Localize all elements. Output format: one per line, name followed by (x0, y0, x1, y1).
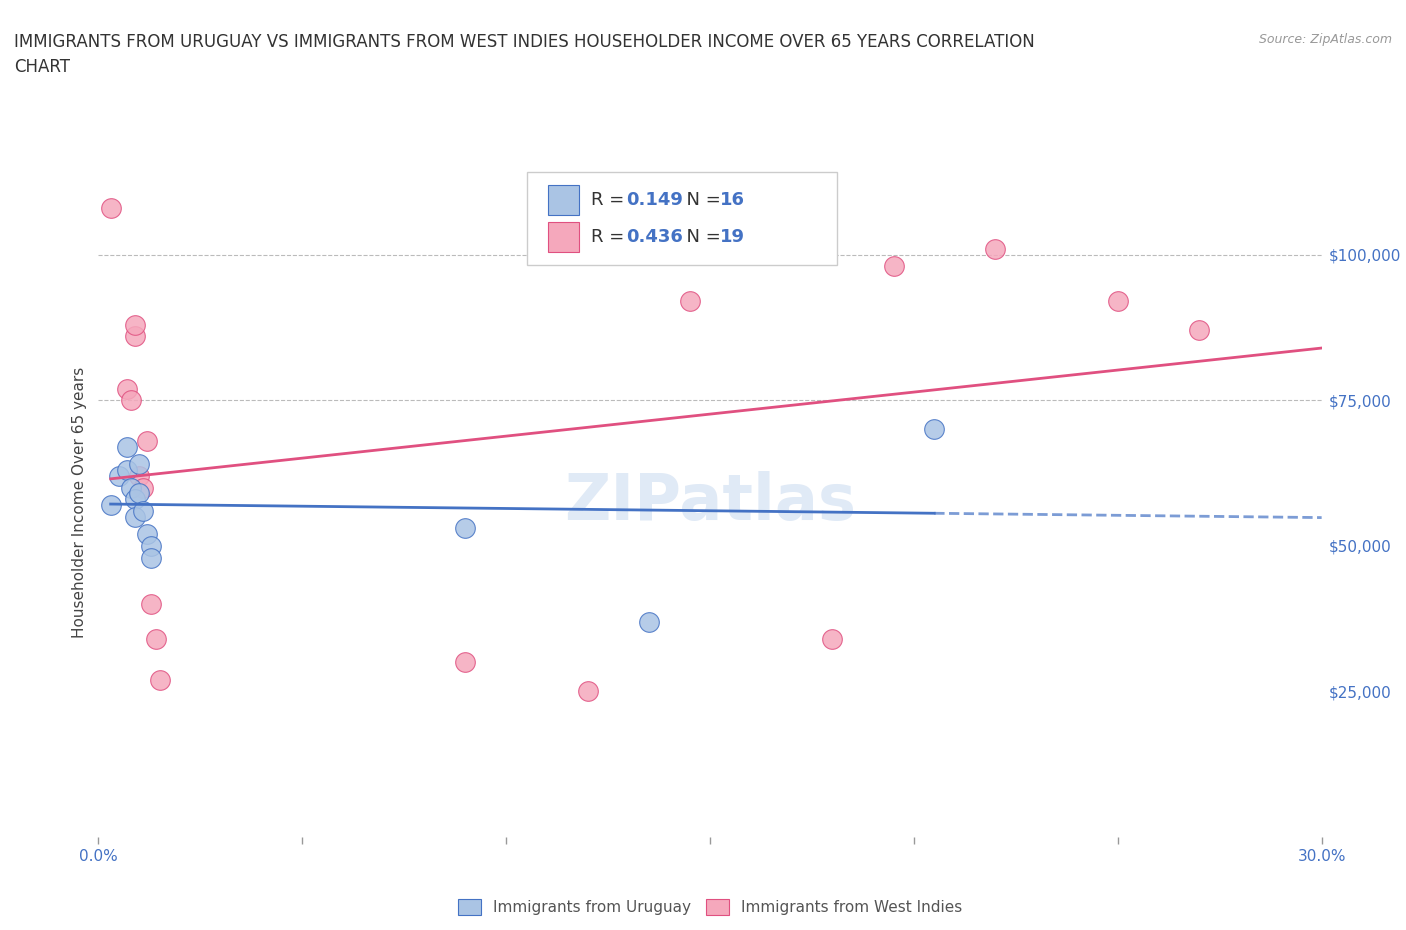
Point (141, 538, 163, 553)
Y-axis label: Householder Income Over 65 years: Householder Income Over 65 years (72, 366, 87, 638)
Point (679, 294, 702, 309)
Point (883, 259, 905, 273)
Point (132, 503, 155, 518)
Point (100, 201, 122, 216)
Text: CHART: CHART (14, 58, 70, 75)
Point (141, 597, 163, 612)
Point (124, 510, 146, 525)
Point (136, 433, 159, 448)
Point (1107, 294, 1129, 309)
Point (128, 486, 150, 501)
Point (821, 631, 844, 646)
Text: Source: ZipAtlas.com: Source: ZipAtlas.com (1258, 33, 1392, 46)
Point (984, 242, 1007, 257)
Text: 16: 16 (720, 192, 745, 209)
Point (128, 469, 150, 484)
Point (115, 463, 138, 478)
Text: R =: R = (591, 192, 630, 209)
Text: IMMIGRANTS FROM URUGUAY VS IMMIGRANTS FROM WEST INDIES HOUSEHOLDER INCOME OVER 6: IMMIGRANTS FROM URUGUAY VS IMMIGRANTS FR… (14, 33, 1035, 50)
Point (145, 631, 167, 646)
Point (576, 684, 599, 698)
Point (124, 329, 146, 344)
Point (108, 469, 131, 484)
Point (115, 440, 138, 455)
Point (454, 655, 477, 670)
Point (638, 614, 661, 629)
Text: 0.149: 0.149 (626, 192, 682, 209)
Point (115, 381, 138, 396)
Point (100, 498, 122, 512)
Text: R =: R = (591, 228, 630, 246)
Text: N =: N = (675, 192, 727, 209)
Point (454, 521, 477, 536)
Point (1188, 323, 1211, 338)
Point (128, 457, 150, 472)
Point (149, 672, 172, 687)
Point (124, 317, 146, 332)
Point (124, 492, 146, 507)
Text: 19: 19 (720, 228, 745, 246)
Text: N =: N = (675, 228, 727, 246)
Point (132, 480, 155, 495)
Point (120, 392, 142, 407)
Legend: Immigrants from Uruguay, Immigrants from West Indies: Immigrants from Uruguay, Immigrants from… (450, 892, 970, 923)
Text: ZIPatlas: ZIPatlas (564, 472, 856, 533)
Point (141, 550, 163, 565)
Point (136, 526, 159, 541)
Point (922, 422, 945, 437)
Point (120, 480, 142, 495)
Text: 0.436: 0.436 (626, 228, 682, 246)
